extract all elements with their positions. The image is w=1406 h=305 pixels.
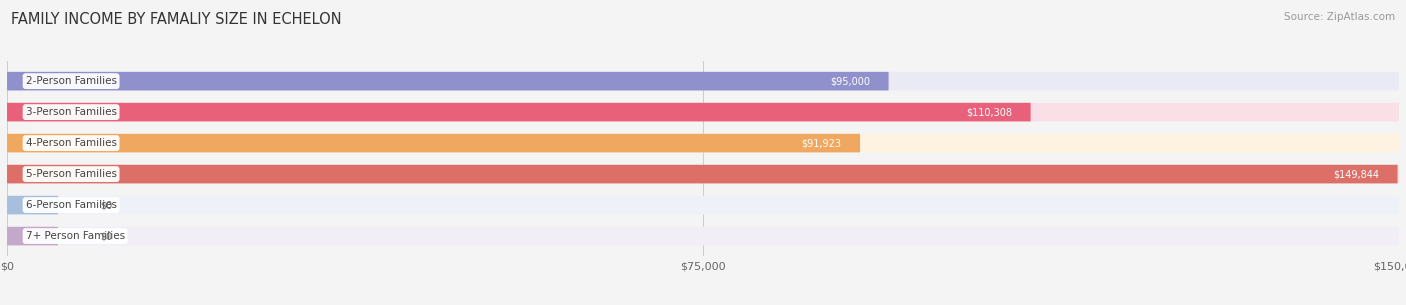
Text: Source: ZipAtlas.com: Source: ZipAtlas.com — [1284, 12, 1395, 22]
FancyBboxPatch shape — [7, 72, 889, 91]
FancyBboxPatch shape — [7, 165, 1398, 183]
Text: 3-Person Families: 3-Person Families — [25, 107, 117, 117]
FancyBboxPatch shape — [7, 72, 1399, 91]
FancyBboxPatch shape — [7, 196, 58, 214]
Text: 7+ Person Families: 7+ Person Families — [25, 231, 125, 241]
FancyBboxPatch shape — [7, 103, 1399, 121]
FancyBboxPatch shape — [7, 227, 1399, 245]
Text: $91,923: $91,923 — [801, 138, 841, 148]
Text: 2-Person Families: 2-Person Families — [25, 76, 117, 86]
FancyBboxPatch shape — [7, 227, 58, 245]
Text: 4-Person Families: 4-Person Families — [25, 138, 117, 148]
Text: $0: $0 — [100, 231, 112, 241]
Text: FAMILY INCOME BY FAMALIY SIZE IN ECHELON: FAMILY INCOME BY FAMALIY SIZE IN ECHELON — [11, 12, 342, 27]
FancyBboxPatch shape — [7, 134, 1399, 152]
Text: $0: $0 — [100, 200, 112, 210]
Text: $95,000: $95,000 — [830, 76, 870, 86]
FancyBboxPatch shape — [7, 165, 1399, 183]
Text: $149,844: $149,844 — [1333, 169, 1379, 179]
FancyBboxPatch shape — [7, 134, 860, 152]
FancyBboxPatch shape — [7, 103, 1031, 121]
FancyBboxPatch shape — [7, 196, 1399, 214]
Text: 6-Person Families: 6-Person Families — [25, 200, 117, 210]
Text: $110,308: $110,308 — [966, 107, 1012, 117]
Text: 5-Person Families: 5-Person Families — [25, 169, 117, 179]
